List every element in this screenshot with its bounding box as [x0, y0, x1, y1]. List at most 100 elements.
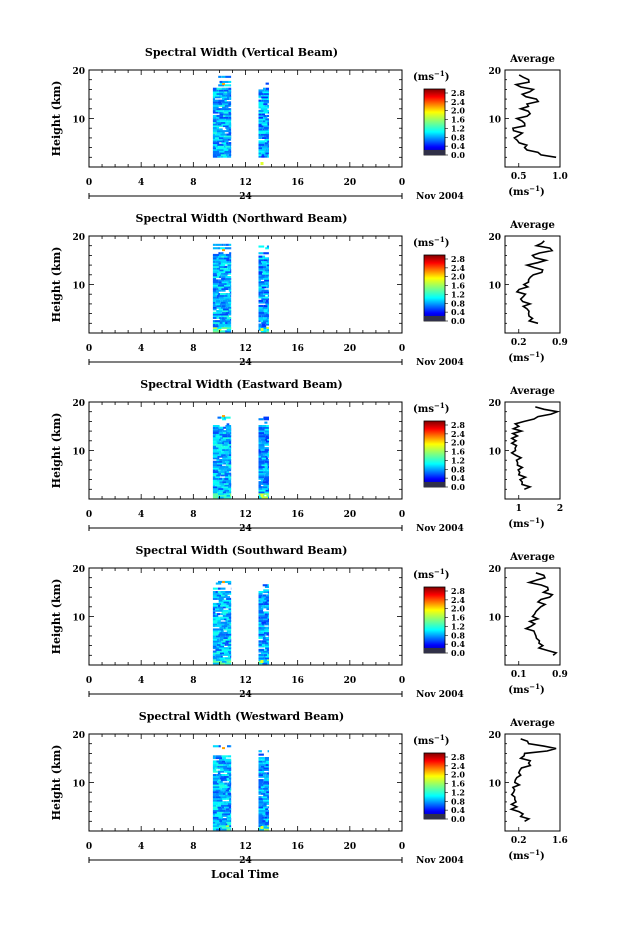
y-tick-label: 10 [72, 780, 85, 790]
y-tick-label: 20 [72, 399, 85, 409]
avg-profile-line [513, 75, 556, 157]
heat-cell [220, 293, 225, 295]
heat-cell [261, 660, 264, 663]
heat-cell [222, 88, 226, 90]
x-tick-label: 4 [138, 510, 144, 520]
y-tick-label: 20 [72, 565, 85, 575]
plot-frame [89, 402, 402, 499]
heat-cell [259, 252, 264, 254]
y-tick-label: 20 [72, 233, 85, 243]
heat-cell [225, 76, 231, 78]
date-tick-label: 24 [239, 856, 252, 866]
heat-cell [216, 755, 222, 757]
avg-x-tick-label: 1.0 [552, 172, 568, 182]
heat-cell [213, 320, 215, 322]
colorbar [424, 753, 445, 819]
colorbar-unit-exp: −1 [434, 69, 445, 78]
panel-title: Spectral Width (Vertical Beam) [145, 46, 338, 59]
avg-x-tick-label: 2 [557, 504, 563, 514]
plot-frame [89, 734, 402, 831]
colorbar-unit-close: ) [445, 570, 450, 581]
avg-x-tick-label: 0.2 [511, 338, 527, 348]
avg-unit: (ms−1) [508, 184, 544, 198]
x-tick-label: 4 [138, 676, 144, 686]
y-tick-label: 10 [72, 282, 85, 292]
heat-cell [220, 81, 223, 83]
y-axis-label: Height (km) [50, 81, 63, 157]
avg-y-tick-label: 10 [488, 282, 501, 292]
heat-cell [213, 88, 217, 90]
x-tick-label: 12 [239, 178, 252, 188]
colorbar-unit-close: ) [445, 736, 450, 747]
x-tick-label: 16 [291, 510, 304, 520]
x-tick-label: 8 [190, 344, 196, 354]
heat-cell [226, 88, 229, 90]
heat-cell [222, 415, 225, 417]
x-tick-label: 12 [239, 676, 252, 686]
date-label: Nov 2004 [416, 358, 464, 368]
heat-cell [218, 588, 221, 590]
avg-profile-line [512, 407, 558, 489]
heat-cell [259, 256, 263, 258]
colorbar [424, 89, 445, 155]
date-label: Nov 2004 [416, 524, 464, 534]
colorbar-tick-label: 0.0 [451, 150, 465, 160]
heat-cell [213, 254, 219, 256]
x-tick-label: 16 [291, 676, 304, 686]
date-tick-label: 24 [239, 524, 252, 534]
heat-cell [216, 244, 222, 246]
avg-unit-close: ) [540, 519, 545, 530]
heat-cell [224, 783, 228, 785]
x-tick-label: 12 [239, 510, 252, 520]
y-tick-label: 20 [72, 731, 85, 741]
heat-cell [264, 422, 267, 424]
x-tick-label: 16 [291, 842, 304, 852]
colorbar-unit: (ms−1) [413, 235, 449, 249]
panel-2: Spectral Width (Northward Beam)Height (k… [50, 212, 568, 368]
heat-cell [213, 628, 219, 630]
avg-unit: (ms−1) [508, 350, 544, 364]
x-tick-label: 4 [138, 344, 144, 354]
heat-cell [259, 754, 264, 756]
plot-frame [89, 70, 402, 167]
colorbar-unit: (ms−1) [413, 401, 449, 415]
avg-x-tick-label: 0.9 [552, 338, 568, 348]
y-axis-label: Height (km) [50, 247, 63, 323]
x-tick-label: 0 [399, 344, 405, 354]
avg-y-tick-label: 20 [488, 233, 501, 243]
heat-cell [219, 459, 222, 461]
colorbar-unit: (ms−1) [413, 567, 449, 581]
colorbar-unit-exp: −1 [434, 567, 445, 576]
heat-cell [259, 100, 262, 102]
heat-cell [222, 581, 225, 583]
x-tick-label: 8 [190, 510, 196, 520]
heat-cell [229, 84, 231, 86]
heat-cell [213, 774, 216, 776]
heat-cell [213, 312, 216, 314]
avg-title: Average [509, 220, 555, 231]
colorbar-unit-close: ) [445, 72, 450, 83]
avg-title: Average [509, 386, 555, 397]
heat-cell [265, 757, 269, 759]
heat-cell [222, 747, 225, 749]
heat-cell [229, 252, 231, 254]
avg-x-tick-label: 1.6 [552, 836, 568, 846]
colorbar [424, 421, 445, 487]
heat-cell [259, 796, 262, 798]
heat-cell [215, 591, 218, 593]
x-tick-label: 20 [344, 178, 357, 188]
heat-cell [219, 745, 221, 747]
heat-cell [259, 425, 263, 427]
heat-cell [217, 613, 220, 615]
heat-cell [268, 290, 269, 292]
avg-x-tick-label: 1 [516, 504, 522, 514]
colorbar-unit-exp: −1 [434, 733, 445, 742]
avg-unit-close: ) [540, 353, 545, 364]
heat-cell [213, 588, 218, 590]
panel-title: Spectral Width (Westward Beam) [139, 710, 344, 723]
heat-cell [221, 588, 226, 590]
heat-cell [268, 750, 269, 752]
heat-cell [224, 244, 226, 246]
heat-cell [259, 757, 265, 759]
x-tick-label: 0 [86, 178, 92, 188]
